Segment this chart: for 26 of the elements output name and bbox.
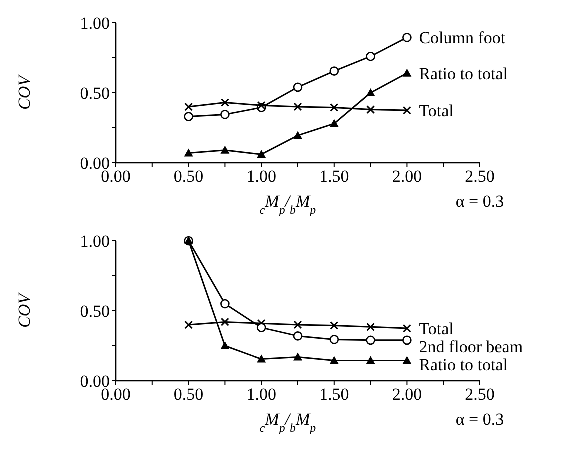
y-tick-label: 0.50 <box>80 84 110 103</box>
x-tick-label: 0.50 <box>174 385 204 404</box>
series-label: 2nd floor beam <box>419 338 524 356</box>
series-label: Ratio to total <box>419 356 508 374</box>
y-axis-title: COV <box>15 73 34 110</box>
x-tick-label: 1.50 <box>320 167 350 186</box>
x-tick-label: 1.00 <box>246 167 276 186</box>
x-tick-label: 0.50 <box>174 167 204 186</box>
text: α = 0.3 <box>456 192 504 211</box>
y-tick-label: 0.50 <box>80 302 110 321</box>
y-tick-label: 1.00 <box>80 232 110 251</box>
x-tick-label: 2.00 <box>392 385 422 404</box>
x-axis-title: $_{c}$M$_{p}$/$_{b}$M$_{p}$ <box>260 410 316 435</box>
x-tick-label: 2.50 <box>465 385 495 404</box>
y-tick-label: 1.00 <box>80 14 110 33</box>
series-label: Total <box>419 102 454 120</box>
x-axis-title: $_{c}$M$_{p}$/$_{b}$M$_{p}$ <box>260 192 316 217</box>
series-label: Column foot <box>419 28 506 48</box>
text: α = 0.3 <box>456 410 504 429</box>
x-tick-label: 1.50 <box>320 385 350 404</box>
x-tick-label: 2.50 <box>465 167 495 186</box>
x-tick-label: 2.00 <box>392 167 422 186</box>
x-tick-label: 1.00 <box>246 385 276 404</box>
series-label: Ratio to total <box>419 64 508 84</box>
series-label: Total <box>419 320 454 338</box>
y-axis-title: COV <box>15 291 34 328</box>
